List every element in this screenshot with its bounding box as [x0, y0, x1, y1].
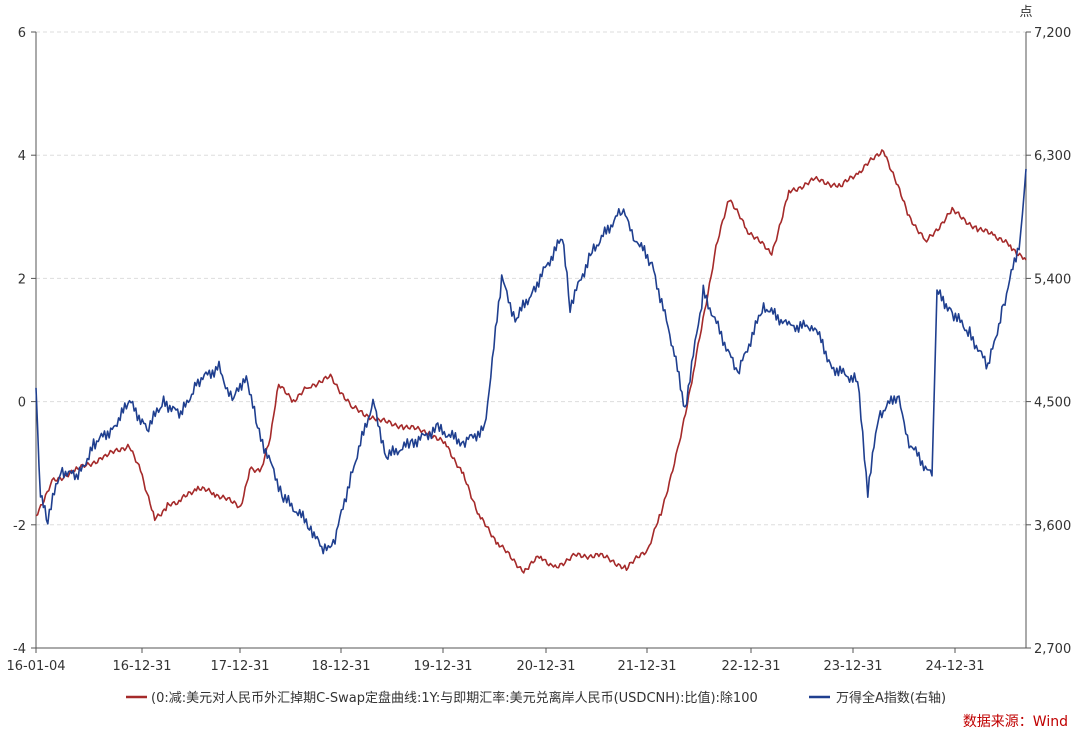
left-tick-label: 2	[18, 272, 26, 287]
right-tick-label: 6,300	[1034, 149, 1071, 164]
axes	[31, 31, 1031, 653]
left-axis-tick-labels: 6 4 2 0 -2 -4	[13, 26, 26, 657]
left-tick-label: -4	[13, 642, 26, 657]
data-source-note: 数据来源：Wind	[963, 714, 1068, 730]
right-tick-label: 2,700	[1034, 642, 1071, 657]
right-tick-label: 5,400	[1034, 272, 1071, 287]
right-axis-tick-labels: 7,200 6,300 5,400 4,500 3,600 2,700	[1034, 26, 1071, 657]
x-tick-label: 17-12-31	[210, 659, 269, 674]
x-tick-label: 20-12-31	[516, 659, 575, 674]
x-tick-label: 23-12-31	[823, 659, 882, 674]
left-tick-label: 4	[18, 149, 26, 164]
series-lines	[35, 149, 1027, 574]
x-tick-label: 24-12-31	[925, 659, 984, 674]
gridlines	[36, 31, 1026, 526]
legend-label-series-2: 万得全A指数(右轴)	[836, 690, 946, 706]
right-axis-unit: 点	[1019, 5, 1032, 20]
x-tick-label: 16-12-31	[112, 659, 171, 674]
x-tick-label: 22-12-31	[721, 659, 780, 674]
series-line-1	[35, 149, 1027, 574]
x-axis-tick-labels: 16-01-04 16-12-31 17-12-31 18-12-31 19-12-31…	[6, 659, 984, 674]
right-tick-label: 4,500	[1034, 396, 1071, 411]
left-tick-label: 0	[18, 396, 26, 411]
x-tick-label: 18-12-31	[311, 659, 370, 674]
legend-label-series-1: (0:减:美元对人民币外汇掉期C-Swap定盘曲线:1Y:与即期汇率:美元兑离岸…	[151, 690, 758, 706]
series-line-2	[35, 168, 1027, 555]
left-tick-label: -2	[13, 519, 26, 534]
right-tick-label: 7,200	[1034, 26, 1071, 41]
x-tick-label: 21-12-31	[617, 659, 676, 674]
x-tick-label: 16-01-04	[6, 659, 65, 674]
right-tick-label: 3,600	[1034, 519, 1071, 534]
left-tick-label: 6	[18, 26, 26, 41]
x-tick-label: 19-12-31	[413, 659, 472, 674]
legend: (0:减:美元对人民币外汇掉期C-Swap定盘曲线:1Y:与即期汇率:美元兑离岸…	[126, 690, 946, 706]
